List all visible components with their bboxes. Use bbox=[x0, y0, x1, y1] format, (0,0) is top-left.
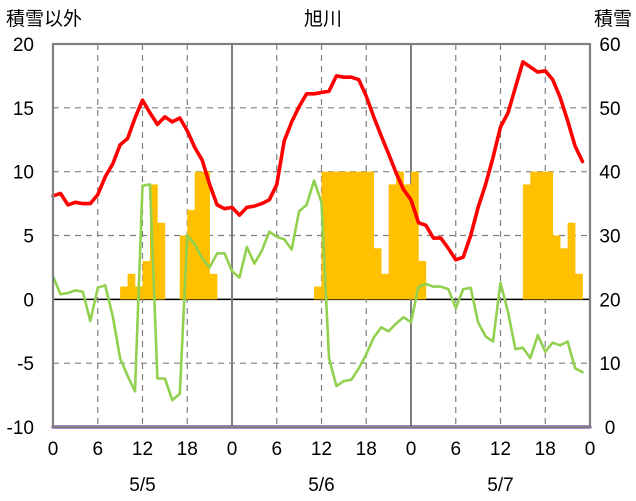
precip-bar bbox=[560, 248, 568, 299]
chart-title: 旭川 bbox=[304, 8, 342, 30]
precip-bar bbox=[530, 172, 538, 300]
precip-bar bbox=[314, 287, 322, 300]
precip-bar bbox=[202, 172, 210, 300]
right-tick-label: 50 bbox=[599, 99, 620, 120]
x-tick-label: 12 bbox=[490, 439, 511, 460]
left-tick-label: 15 bbox=[13, 99, 34, 120]
precip-bar bbox=[120, 287, 128, 300]
precip-bar bbox=[157, 223, 165, 300]
precip-bar bbox=[195, 172, 203, 300]
precip-bar bbox=[374, 248, 382, 299]
precip-bar bbox=[359, 172, 367, 300]
right-tick-label: 30 bbox=[599, 227, 620, 248]
left-tick-label: 10 bbox=[13, 163, 34, 184]
precip-bar bbox=[366, 172, 374, 300]
left-tick-label: 20 bbox=[13, 35, 34, 56]
precip-bar bbox=[351, 172, 359, 300]
x-tick-label: 0 bbox=[227, 439, 238, 460]
left-tick-label: -10 bbox=[7, 418, 34, 439]
x-tick-label: 18 bbox=[535, 439, 556, 460]
precip-bar bbox=[523, 184, 531, 299]
x-tick-label: 6 bbox=[92, 439, 103, 460]
precip-bar bbox=[545, 172, 553, 300]
precip-bar bbox=[381, 274, 389, 300]
right-axis-label: 積雪 bbox=[594, 8, 632, 30]
precip-bar bbox=[187, 210, 195, 299]
right-tick-label: 20 bbox=[599, 290, 620, 311]
precip-bar bbox=[418, 261, 426, 299]
date-label: 5/5 bbox=[129, 475, 155, 496]
precip-bar bbox=[568, 223, 576, 300]
right-tick-label: 10 bbox=[599, 354, 620, 375]
precip-bar bbox=[553, 236, 561, 300]
x-tick-label: 0 bbox=[585, 439, 596, 460]
x-tick-label: 18 bbox=[356, 439, 377, 460]
x-tick-label: 12 bbox=[132, 439, 153, 460]
precip-bar bbox=[329, 172, 337, 300]
date-label: 5/7 bbox=[487, 475, 513, 496]
x-tick-label: 18 bbox=[177, 439, 198, 460]
precip-bar bbox=[210, 274, 218, 300]
left-tick-label: 0 bbox=[23, 290, 34, 311]
date-label: 5/6 bbox=[308, 475, 334, 496]
x-tick-label: 6 bbox=[450, 439, 461, 460]
right-tick-label: 40 bbox=[599, 163, 620, 184]
x-tick-label: 12 bbox=[311, 439, 332, 460]
precip-bar bbox=[389, 184, 397, 299]
x-tick-label: 0 bbox=[48, 439, 59, 460]
precip-bar bbox=[411, 172, 419, 300]
left-tick-label: 5 bbox=[23, 227, 34, 248]
x-tick-label: 0 bbox=[406, 439, 417, 460]
precip-bar bbox=[143, 261, 151, 299]
left-axis-label: 積雪以外 bbox=[6, 8, 82, 30]
right-tick-label: 60 bbox=[599, 35, 620, 56]
precip-bar bbox=[538, 172, 546, 300]
precip-bar bbox=[344, 172, 352, 300]
x-tick-label: 6 bbox=[271, 439, 282, 460]
precip-bar bbox=[128, 274, 136, 300]
precip-bar bbox=[575, 274, 583, 300]
left-tick-label: -5 bbox=[17, 354, 34, 375]
precip-bar bbox=[336, 172, 344, 300]
right-tick-label: 0 bbox=[605, 418, 616, 439]
